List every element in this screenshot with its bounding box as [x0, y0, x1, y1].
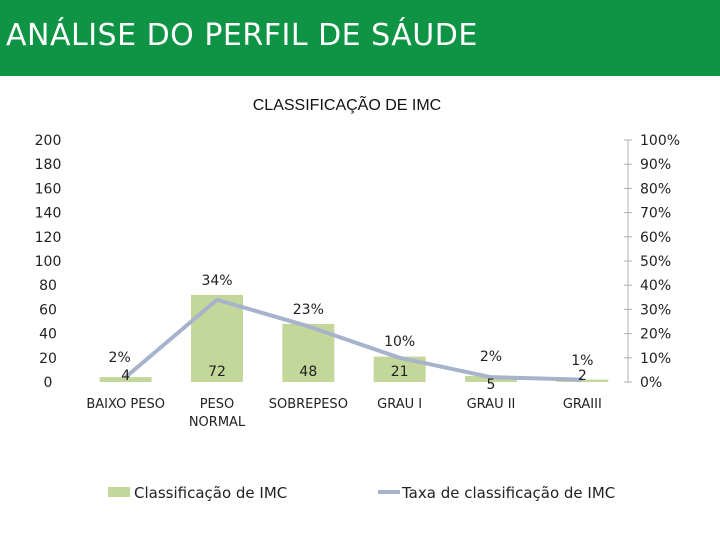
line-layer — [124, 297, 583, 382]
legend-swatch-bar — [108, 487, 130, 497]
category-label-0: BAIXO PESO — [86, 397, 165, 412]
category-label-2: SOBREPESO — [269, 397, 348, 412]
rate-value-label-5: 1% — [571, 353, 593, 369]
bar-0 — [99, 377, 152, 382]
chart-title: CLASSIFICAÇÃO DE IMC — [253, 94, 441, 114]
bar-value-label-3: 21 — [391, 364, 409, 380]
right-axis-tick-label: 90% — [640, 157, 671, 173]
rate-value-label-4: 2% — [480, 349, 502, 365]
left-axis-tick-label: 20 — [39, 351, 57, 367]
left-axis-tick-label: 0 — [44, 375, 53, 391]
right-axis-tick-label: 20% — [640, 327, 671, 343]
category-label-4: GRAU II — [467, 397, 516, 412]
left-axis-tick-label: 80 — [39, 278, 57, 294]
legend-label-bar: Classificação de IMC — [134, 484, 287, 502]
category-label-5: GRAIII — [563, 397, 602, 412]
axis-layer: 0 20 40 60 80 100 120 140 160 180 200 0% 10% 20% 30% 40… — [35, 133, 680, 430]
left-axis-tick-label: 200 — [35, 133, 62, 149]
category-label-3: GRAU I — [377, 397, 422, 412]
left-axis-tick-label: 140 — [35, 206, 62, 222]
header-bar: ANÁLISE DO PERFIL DE SÁUDE — [0, 0, 720, 76]
bar-value-label-0: 4 — [121, 368, 130, 384]
rate-value-label-2: 23% — [293, 302, 324, 318]
bar-value-label-1: 72 — [208, 364, 226, 380]
bars-layer — [99, 294, 609, 382]
rate-line — [124, 297, 583, 382]
left-axis-tick-label: 180 — [35, 157, 62, 173]
right-axis-tick-label: 30% — [640, 302, 671, 318]
right-axis-tick-label: 100% — [640, 133, 680, 149]
rate-value-label-1: 34% — [201, 273, 232, 289]
legend: Classificação de IMC Taxa de classificaçã… — [108, 484, 615, 502]
right-axis-tick-label: 80% — [640, 181, 671, 197]
bar-value-label-5: 2 — [578, 368, 587, 384]
left-axis-tick-label: 100 — [35, 254, 62, 270]
page-title: ANÁLISE DO PERFIL DE SÁUDE — [6, 18, 478, 53]
legend-label-line: Taxa de classificação de IMC — [401, 484, 615, 502]
bar-value-label-4: 5 — [487, 377, 496, 393]
right-axis-tick-label: 0% — [640, 375, 662, 391]
left-axis-tick-label: 40 — [39, 327, 57, 343]
rate-value-label-0: 2% — [109, 350, 131, 366]
labels-layer: 4 72 48 21 5 2 2% 34% 23% 10% 2% 1% — [109, 273, 594, 393]
left-axis-tick-label: 60 — [39, 302, 57, 318]
right-axis-tick-label: 70% — [640, 206, 671, 222]
bar-value-label-2: 48 — [299, 364, 317, 380]
bar-5 — [556, 379, 609, 382]
category-label-1: PESO NORMAL — [189, 397, 246, 430]
left-axis-tick-label: 120 — [35, 230, 62, 246]
left-axis-tick-label: 160 — [35, 181, 62, 197]
right-axis-tick-label: 10% — [640, 351, 671, 367]
bar-1 — [191, 294, 243, 382]
rate-value-label-3: 10% — [384, 334, 415, 350]
right-axis-tick-label: 40% — [640, 278, 671, 294]
right-axis-tick-label: 50% — [640, 254, 671, 270]
right-axis-tick-label: 60% — [640, 230, 671, 246]
